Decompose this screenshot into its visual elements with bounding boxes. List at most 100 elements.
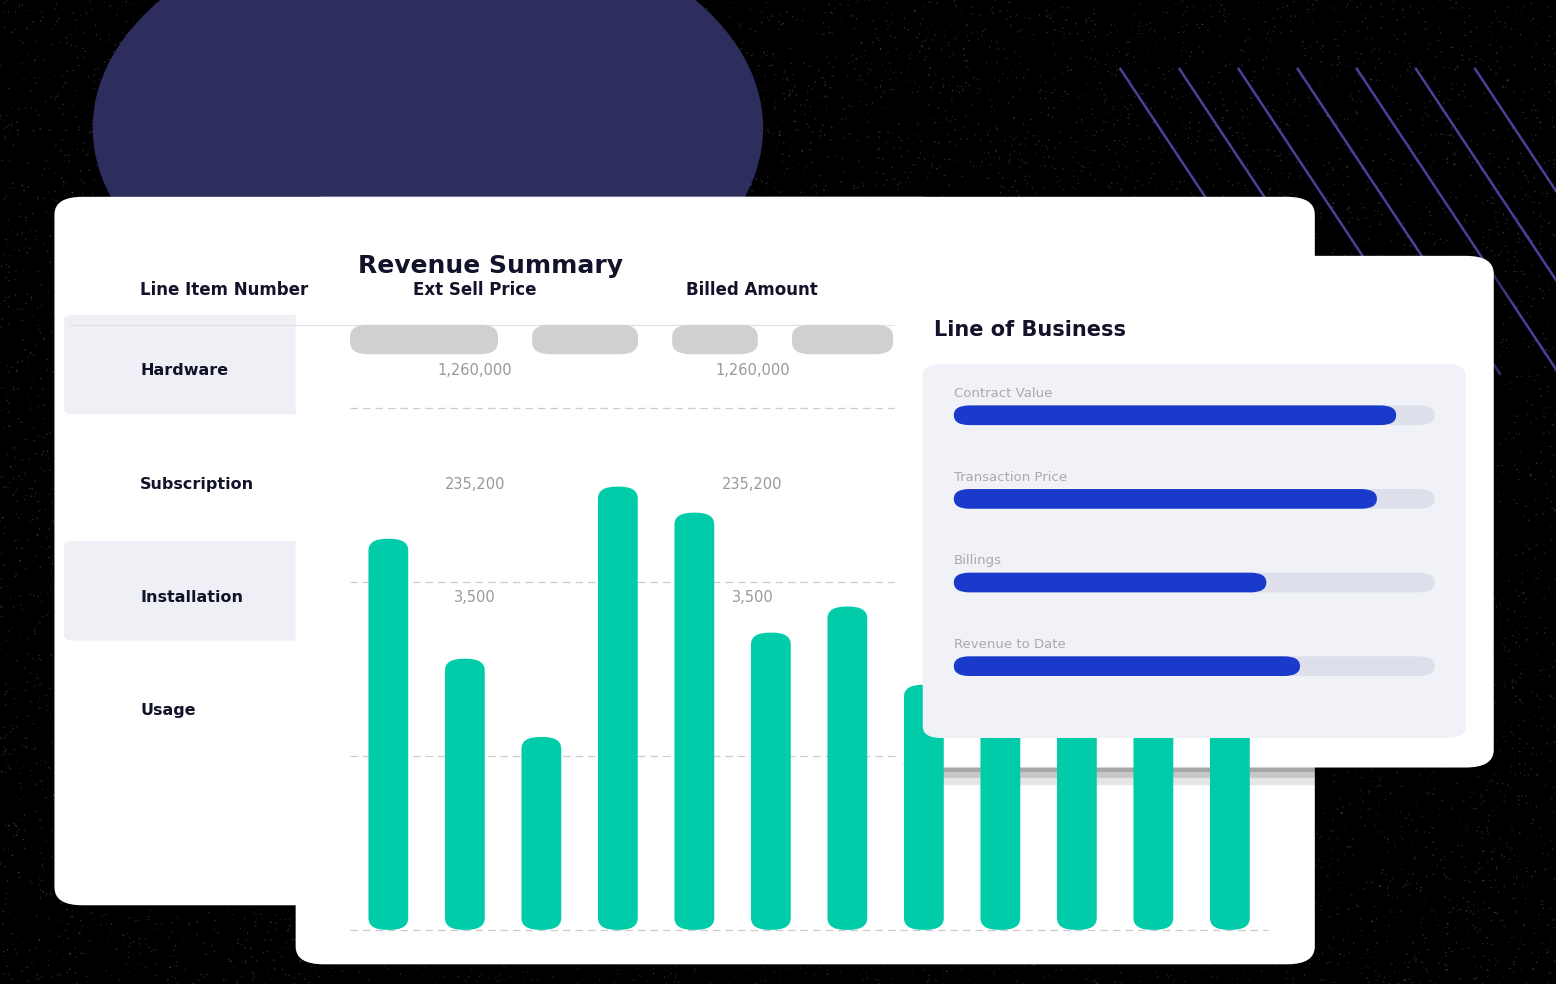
Point bbox=[566, 888, 591, 903]
Point bbox=[815, 747, 840, 763]
Point bbox=[302, 719, 327, 735]
Point bbox=[1352, 148, 1377, 163]
Point bbox=[658, 543, 683, 559]
Point bbox=[1231, 11, 1256, 27]
Point bbox=[610, 378, 635, 394]
Point bbox=[1383, 830, 1408, 846]
Point bbox=[212, 523, 237, 539]
Point bbox=[5, 507, 30, 523]
Point bbox=[1525, 626, 1550, 642]
Point bbox=[31, 410, 56, 426]
Point bbox=[369, 405, 394, 421]
Point bbox=[734, 45, 759, 61]
Point bbox=[1388, 414, 1413, 430]
Point bbox=[700, 337, 725, 352]
Point bbox=[499, 365, 524, 381]
Point bbox=[1379, 329, 1404, 344]
Point bbox=[915, 239, 940, 255]
Point bbox=[1123, 632, 1148, 647]
Point bbox=[694, 858, 719, 874]
Point bbox=[1137, 848, 1162, 864]
Point bbox=[780, 445, 804, 461]
Point bbox=[1004, 799, 1029, 815]
Point bbox=[913, 707, 938, 722]
Point bbox=[1461, 689, 1486, 705]
Point bbox=[104, 779, 129, 795]
Point bbox=[185, 418, 210, 434]
Point bbox=[1447, 87, 1472, 102]
Point bbox=[584, 740, 608, 756]
Point bbox=[1390, 862, 1414, 878]
Point bbox=[610, 461, 635, 476]
Point bbox=[626, 197, 650, 213]
Point bbox=[1001, 394, 1025, 409]
Point bbox=[121, 324, 146, 339]
Point bbox=[1106, 379, 1131, 395]
Point bbox=[143, 342, 168, 358]
Point bbox=[1036, 967, 1061, 983]
Point bbox=[401, 314, 426, 330]
Point bbox=[202, 119, 227, 135]
Point bbox=[1346, 689, 1371, 705]
Point bbox=[906, 533, 930, 549]
Point bbox=[794, 635, 818, 650]
Point bbox=[767, 494, 792, 510]
Point bbox=[311, 454, 336, 469]
Point bbox=[232, 922, 257, 938]
Point bbox=[773, 77, 798, 92]
Point bbox=[744, 92, 769, 107]
Point bbox=[1428, 347, 1453, 363]
Point bbox=[369, 305, 394, 321]
Point bbox=[761, 126, 786, 142]
Point bbox=[0, 431, 14, 447]
Point bbox=[1105, 40, 1130, 56]
Point bbox=[86, 289, 110, 305]
Point bbox=[1327, 213, 1352, 228]
Point bbox=[560, 523, 585, 539]
Point bbox=[680, 112, 705, 128]
Point bbox=[1337, 765, 1362, 780]
Point bbox=[1472, 588, 1497, 604]
Point bbox=[1123, 211, 1148, 226]
Point bbox=[1111, 362, 1136, 378]
Point bbox=[98, 756, 123, 771]
Point bbox=[204, 591, 229, 607]
Point bbox=[1046, 835, 1071, 851]
Point bbox=[1494, 377, 1519, 393]
Point bbox=[1301, 2, 1326, 18]
Point bbox=[612, 761, 636, 776]
Point bbox=[607, 868, 632, 884]
Point bbox=[28, 121, 53, 137]
Point bbox=[1011, 798, 1036, 814]
Point bbox=[745, 521, 770, 536]
Point bbox=[529, 916, 554, 932]
Point bbox=[1351, 950, 1376, 965]
Point bbox=[817, 653, 842, 669]
Point bbox=[454, 117, 479, 133]
Point bbox=[689, 429, 714, 445]
Point bbox=[1109, 871, 1134, 887]
Point bbox=[993, 545, 1018, 561]
Point bbox=[134, 430, 159, 446]
Point bbox=[1193, 304, 1218, 320]
Point bbox=[177, 808, 202, 824]
Point bbox=[1169, 679, 1193, 695]
Point bbox=[1187, 277, 1212, 292]
Point bbox=[576, 29, 601, 44]
Point bbox=[216, 289, 241, 305]
Point bbox=[19, 381, 44, 397]
Point bbox=[489, 972, 513, 984]
Point bbox=[1450, 448, 1475, 463]
Point bbox=[1099, 25, 1123, 40]
Point bbox=[1091, 847, 1116, 863]
Point bbox=[705, 306, 730, 322]
Point bbox=[492, 146, 517, 161]
Point bbox=[67, 300, 92, 316]
Point bbox=[713, 953, 738, 968]
Point bbox=[342, 430, 367, 446]
Point bbox=[372, 558, 397, 574]
Point bbox=[126, 306, 151, 322]
Point bbox=[991, 236, 1016, 252]
Point bbox=[1483, 873, 1508, 889]
Point bbox=[361, 9, 386, 25]
